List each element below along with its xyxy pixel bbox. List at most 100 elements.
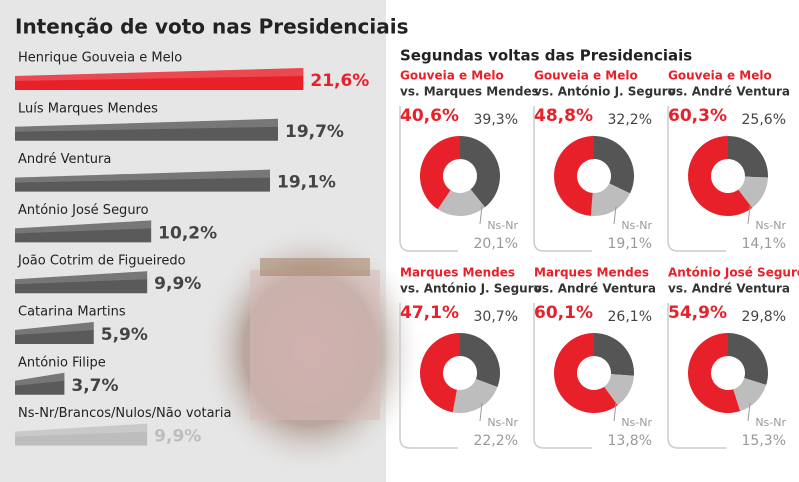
category-label: Ns-Nr	[621, 219, 652, 232]
pie-subtitle: vs. Marques Mendes	[400, 85, 539, 99]
value-label: 48,8%	[534, 106, 593, 126]
donut-segment	[420, 333, 460, 413]
value-label: 15,3%	[742, 433, 786, 449]
leader-line	[613, 402, 617, 422]
value-label: 21,6%	[310, 71, 369, 91]
bar	[15, 372, 65, 395]
value-label: 9,9%	[154, 274, 201, 294]
cell-frame	[533, 106, 592, 252]
bar-highlight	[15, 271, 148, 285]
cell-frame	[399, 106, 458, 252]
donut-segment	[554, 333, 618, 413]
cell-frame	[399, 303, 458, 449]
value-label: 32,2%	[608, 112, 652, 128]
bar-label: Ns-Nr/Brancos/Nulos/Não votaria	[18, 406, 231, 421]
donut-segment	[688, 333, 741, 413]
bar-label: António José Seguro	[18, 203, 149, 218]
donut-segment	[733, 378, 767, 412]
value-label: 19,7%	[285, 122, 344, 142]
donut-segment	[594, 136, 635, 194]
category-label: Ns-Nr	[487, 219, 518, 232]
bar-label: Catarina Martins	[18, 305, 126, 320]
panel-title: Segundas voltas das Presidenciais	[400, 47, 692, 65]
value-label: 40,6%	[400, 106, 459, 126]
pie-title: António José Seguro	[668, 266, 799, 280]
value-label: 5,9%	[101, 325, 148, 345]
value-label: 29,8%	[742, 309, 786, 325]
pie-title: Marques Mendes	[534, 266, 649, 280]
donut-segment	[554, 136, 594, 216]
category-label: Ns-Nr	[755, 219, 786, 232]
bar	[15, 68, 304, 90]
value-label: 22,2%	[474, 433, 518, 449]
value-label: 26,1%	[608, 309, 652, 325]
bar-label: João Cotrim de Figueiredo	[17, 254, 186, 269]
value-label: 9,9%	[154, 427, 201, 447]
value-label: 39,3%	[474, 112, 518, 128]
value-label: 60,3%	[668, 106, 727, 126]
bar-highlight	[15, 118, 278, 132]
category-label: Ns-Nr	[487, 416, 518, 429]
value-label: 47,1%	[400, 303, 459, 323]
pie-title: Gouveia e Melo	[534, 69, 638, 83]
value-label: 13,8%	[608, 433, 652, 449]
bar-highlight	[15, 68, 304, 81]
donut-segment	[728, 333, 769, 385]
donut-segment	[437, 189, 485, 216]
bar	[15, 169, 270, 192]
value-label: 3,7%	[71, 376, 118, 396]
pie-subtitle: vs. António J. Seguro	[400, 282, 542, 296]
donut-segment	[688, 136, 753, 216]
pie-subtitle: vs. André Ventura	[668, 282, 790, 296]
bar-highlight	[15, 423, 148, 437]
bar	[15, 423, 148, 446]
value-label: 60,1%	[534, 303, 593, 323]
bar-highlight	[15, 220, 152, 234]
value-label: 30,7%	[474, 309, 518, 325]
donut-segment	[460, 136, 500, 208]
leader-line	[747, 402, 751, 422]
pie-subtitle: vs. André Ventura	[668, 85, 790, 99]
bar-highlight	[15, 372, 65, 386]
palace-roof	[260, 258, 370, 276]
category-label: Ns-Nr	[755, 416, 786, 429]
value-label: 10,2%	[158, 223, 217, 243]
cell-frame	[533, 303, 592, 449]
bar	[15, 322, 94, 344]
bar-label: André Ventura	[18, 152, 111, 167]
pie-title: Gouveia e Melo	[400, 69, 504, 83]
donut-segment	[604, 374, 634, 406]
pie-subtitle: vs. António J. Seguro	[534, 85, 676, 99]
cell-frame	[667, 303, 726, 449]
donut-segment	[590, 183, 631, 216]
value-label: 14,1%	[742, 236, 786, 252]
donut-segment	[452, 378, 498, 413]
bar-chart-title: Intenção de voto nas Presidenciais	[15, 15, 409, 39]
palace-facade	[250, 270, 380, 420]
bar	[15, 220, 152, 243]
leader-line	[613, 205, 617, 225]
leader-line	[479, 205, 483, 225]
value-label: 19,1%	[277, 173, 336, 193]
category-label: Ns-Nr	[621, 416, 652, 429]
donut-segment	[460, 333, 501, 388]
value-label: 19,1%	[608, 236, 652, 252]
pie-subtitle: vs. André Ventura	[534, 282, 656, 296]
bar-label: Henrique Gouveia e Melo	[18, 51, 182, 66]
bar	[15, 118, 278, 141]
bar	[15, 271, 148, 294]
value-label: 25,6%	[742, 112, 786, 128]
bar-highlight	[15, 169, 270, 183]
cell-frame	[667, 106, 726, 252]
pie-title: Marques Mendes	[400, 266, 515, 280]
bar-label: António Filipe	[18, 355, 106, 370]
donut-segment	[420, 136, 460, 210]
bar-label: Luís Marques Mendes	[18, 101, 158, 116]
leader-line	[747, 205, 751, 225]
bar-highlight	[15, 322, 94, 335]
donut-segment	[594, 333, 634, 376]
pie-title: Gouveia e Melo	[668, 69, 772, 83]
value-label: 54,9%	[668, 303, 727, 323]
donut-segment	[728, 136, 768, 178]
